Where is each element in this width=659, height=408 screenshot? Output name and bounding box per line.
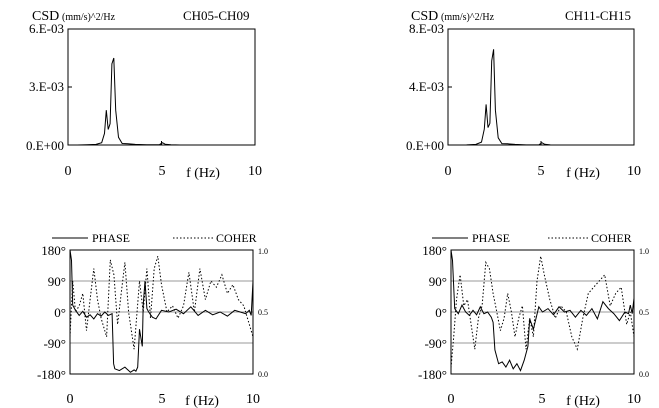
x-axis-label: f (Hz) <box>185 394 219 408</box>
csd-panel-ch05-ch09: CSD (mm/s)^2/Hz CH05-CH09 6.E-03 3.E-03 … <box>26 8 262 181</box>
y-tick-neg90: -90° <box>424 336 447 351</box>
coherence-series-line <box>69 256 254 350</box>
y-tick-180: 180° <box>41 243 66 258</box>
x-tick-10: 10 <box>627 392 641 407</box>
y-tick-90: 90° <box>48 274 66 289</box>
legend-coher-label: COHER <box>216 231 257 245</box>
x-tick-5: 5 <box>159 164 166 179</box>
y2-tick-1: 1.0 <box>639 247 649 256</box>
y2-tick-05: 0.5 <box>258 308 268 317</box>
csd-series-line <box>68 57 255 146</box>
phase-panel-right: PHASE COHER 180° 90° 0° -90° -180° 1.0 0… <box>418 231 649 408</box>
csd-series-line <box>448 49 634 146</box>
legend-phase-label: PHASE <box>92 231 130 245</box>
y-tick-mid: 4.E-03 <box>409 79 444 94</box>
phase-panel-left: PHASE COHER 180° 90° 0° -90° -180° 1.0 0… <box>37 231 268 408</box>
x-tick-10: 10 <box>248 164 262 179</box>
ylabel-main: CSD <box>32 9 59 24</box>
plot-frame <box>69 249 254 375</box>
ylabel-unit: (mm/s)^2/Hz <box>441 12 495 23</box>
y-tick-neg180: -180° <box>418 367 447 382</box>
x-tick-5: 5 <box>538 164 545 179</box>
csd-panel-ch11-ch15: CSD (mm/s)^2/Hz CH11-CH15 8.E-03 4.E-03 … <box>406 8 641 181</box>
y-tick-90: 90° <box>429 274 447 289</box>
y-tick-neg90: -90° <box>43 336 66 351</box>
x-axis-label: f (Hz) <box>566 394 600 408</box>
x-tick-10: 10 <box>627 164 641 179</box>
x-tick-0: 0 <box>65 164 72 179</box>
x-tick-0: 0 <box>448 392 455 407</box>
y-tick-bottom: 0.E+00 <box>26 138 64 153</box>
y-tick-180: 180° <box>422 243 447 258</box>
legend-coher-label: COHER <box>591 231 632 245</box>
y-tick-0: 0° <box>435 305 447 320</box>
x-tick-10: 10 <box>246 392 260 407</box>
plot-frame <box>447 28 635 146</box>
y-tick-mid: 3.E-03 <box>29 79 64 94</box>
x-axis-label: f (Hz) <box>186 166 220 181</box>
legend-phase-label: PHASE <box>472 231 510 245</box>
x-tick-0: 0 <box>445 164 452 179</box>
x-axis-label: f (Hz) <box>566 166 600 181</box>
ylabel-unit: (mm/s)^2/Hz <box>62 12 116 23</box>
y2-tick-05: 0.5 <box>639 308 649 317</box>
y2-tick-0: 0.0 <box>639 370 649 379</box>
chart-title: CH11-CH15 <box>565 8 631 23</box>
x-tick-5: 5 <box>159 392 166 407</box>
y2-tick-1: 1.0 <box>258 247 268 256</box>
y-tick-0: 0° <box>54 305 66 320</box>
y-tick-top: 6.E-03 <box>29 21 64 36</box>
y-tick-bottom: 0.E+00 <box>406 138 444 153</box>
y-tick-neg180: -180° <box>37 367 66 382</box>
plot-frame <box>450 249 635 375</box>
y-tick-top: 8.E-03 <box>409 21 444 36</box>
plot-frame <box>67 28 256 146</box>
x-tick-5: 5 <box>539 392 546 407</box>
x-tick-0: 0 <box>67 392 74 407</box>
phase-series-line <box>69 249 254 373</box>
ylabel-main: CSD <box>411 9 438 24</box>
phase-series-line <box>450 249 635 372</box>
y2-tick-0: 0.0 <box>258 370 268 379</box>
chart-title: CH05-CH09 <box>183 8 249 23</box>
